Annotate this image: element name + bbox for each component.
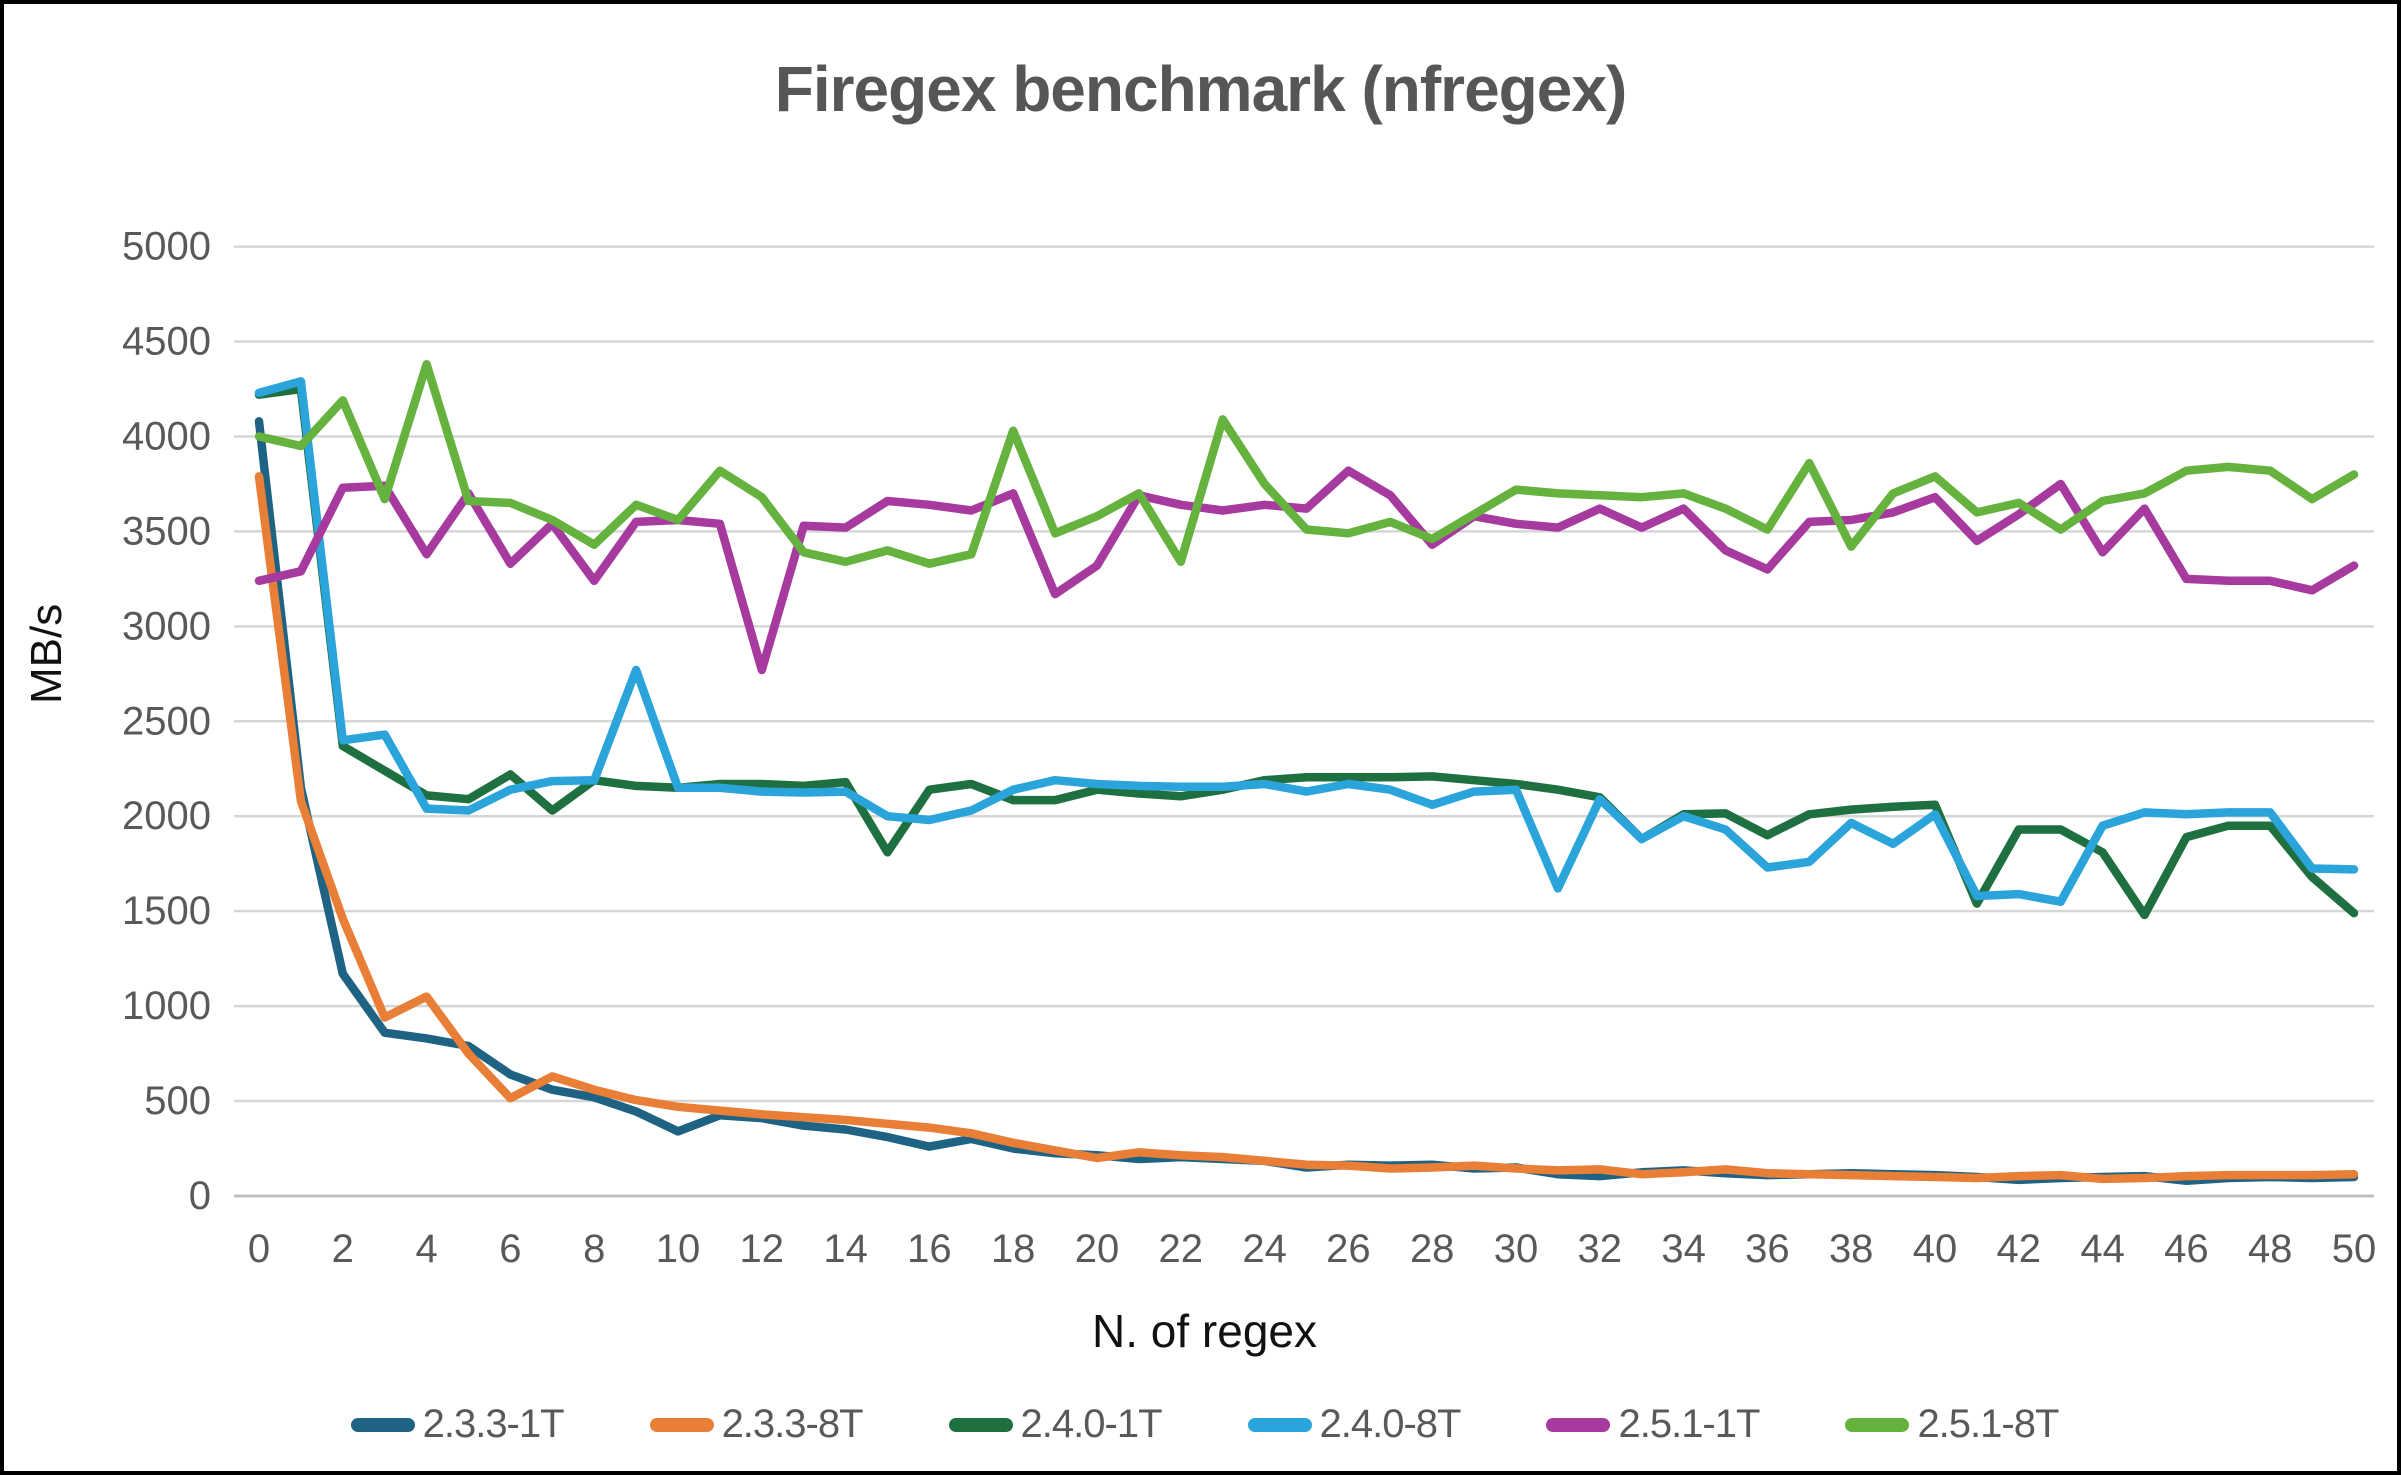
legend-label: 2.3.3-8T: [721, 1402, 864, 1446]
x-tick-label: 10: [656, 1227, 701, 1271]
x-tick-label: 38: [1829, 1227, 1874, 1271]
series-line-2.3.3-8T: [254, 472, 2359, 1184]
x-tick-label: 6: [499, 1227, 521, 1271]
y-tick-label: 1000: [122, 984, 211, 1028]
y-tick-label: 1500: [122, 889, 211, 933]
legend-swatch-2.5.1-8T: [1845, 1417, 1910, 1432]
x-tick-label: 36: [1745, 1227, 1790, 1271]
x-tick-label: 16: [907, 1227, 952, 1271]
x-tick-label: 46: [2164, 1227, 2209, 1271]
y-tick-label: 5000: [122, 225, 211, 269]
legend-item-2.4.0-1T: 2.4.0-1T: [948, 1402, 1163, 1447]
legend-swatch-2.5.1-1T: [1546, 1417, 1611, 1432]
legend-swatch-2.3.3-1T: [350, 1417, 415, 1432]
legend-swatch-2.3.3-8T: [649, 1417, 714, 1432]
legend-label: 2.4.0-1T: [1020, 1402, 1163, 1446]
x-tick-label: 18: [991, 1227, 1036, 1271]
legend: 2.3.3-1T 2.3.3-8T 2.4.0-1T 2.4.0-8T 2.5.1-1T…: [4, 1402, 2397, 1447]
legend-swatch-2.4.0-1T: [948, 1417, 1013, 1432]
x-tick-label: 32: [1578, 1227, 1623, 1271]
x-tick-label: 26: [1326, 1227, 1371, 1271]
x-tick-label: 50: [2332, 1227, 2377, 1271]
y-axis-title: MB/s: [22, 603, 71, 704]
x-tick-label: 40: [1913, 1227, 1958, 1271]
y-tick-label: 2500: [122, 699, 211, 743]
x-tick-label: 12: [740, 1227, 785, 1271]
x-tick-label: 2: [332, 1227, 354, 1271]
y-tick-label: 3500: [122, 509, 211, 553]
x-tick-label: 42: [1997, 1227, 2042, 1271]
x-tick-label: 14: [823, 1227, 868, 1271]
series-line-2.5.1-8T: [254, 360, 2359, 568]
legend-label: 2.5.1-1T: [1618, 1402, 1760, 1446]
legend-label: 2.3.3-1T: [422, 1402, 565, 1446]
series-line-2.4.0-8T: [254, 377, 2359, 906]
legend-item-2.5.1-8T: 2.5.1-8T: [1845, 1402, 2059, 1447]
legend-item-2.3.3-8T: 2.3.3-8T: [649, 1402, 864, 1447]
y-tick-label: 0: [189, 1174, 211, 1218]
series-line-2.4.0-1T: [254, 384, 2359, 920]
x-tick-label: 44: [2080, 1227, 2125, 1271]
legend-swatch-2.4.0-8T: [1247, 1417, 1312, 1432]
x-tick-label: 30: [1494, 1227, 1539, 1271]
plot-area: 0500100015002000250030003500400045005000…: [122, 225, 2377, 1271]
series-line-2.5.1-1T: [254, 466, 2359, 675]
y-tick-label: 2000: [122, 794, 211, 838]
x-tick-label: 48: [2248, 1227, 2293, 1271]
chart-title: Firegex benchmark (nfregex): [774, 53, 1628, 125]
x-tick-label: 8: [583, 1227, 605, 1271]
x-tick-label: 22: [1159, 1227, 1204, 1271]
legend-item-2.4.0-8T: 2.4.0-8T: [1247, 1402, 1462, 1447]
y-tick-label: 4500: [122, 320, 211, 364]
y-tick-label: 3000: [122, 604, 211, 648]
y-tick-label: 500: [144, 1079, 211, 1123]
legend-label: 2.4.0-8T: [1319, 1402, 1462, 1446]
legend-item-2.5.1-1T: 2.5.1-1T: [1546, 1402, 1760, 1447]
legend-item-2.3.3-1T: 2.3.3-1T: [350, 1402, 565, 1447]
legend-label: 2.5.1-8T: [1917, 1402, 2059, 1446]
x-axis-title: N. of regex: [1092, 1305, 1317, 1357]
x-tick-label: 20: [1075, 1227, 1120, 1271]
x-tick-label: 24: [1242, 1227, 1287, 1271]
x-tick-label: 28: [1410, 1227, 1455, 1271]
x-tick-label: 34: [1661, 1227, 1706, 1271]
x-tick-label: 0: [248, 1227, 270, 1271]
y-tick-label: 4000: [122, 414, 211, 458]
x-tick-label: 4: [415, 1227, 437, 1271]
